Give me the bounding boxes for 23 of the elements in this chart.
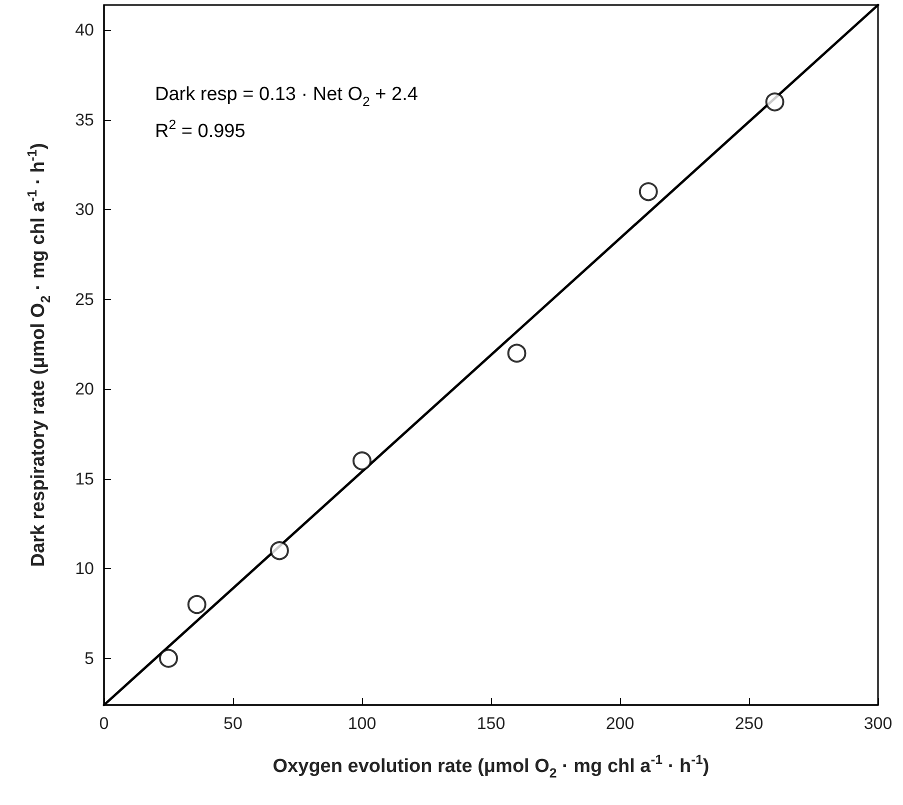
x-tick-label: 50 [224,714,242,733]
point [270,541,289,560]
point [187,594,206,614]
x-tick-label: 300 [864,714,892,733]
y-tick-label: 25 [75,290,94,309]
y-tick-label: 30 [75,200,94,220]
x-tick-label: 250 [734,714,764,733]
point [159,648,178,668]
y-tick-label: 40 [75,20,94,40]
point [638,182,658,202]
y-tick-label: 35 [75,110,94,130]
y-axis-title: Dark respiratory rate (μmol O2 · mg chl a-1 · h-1) [24,143,53,567]
x-tick-label: 150 [476,714,506,733]
x-tick-label: 0 [99,714,109,733]
y-tick-label: 20 [75,380,94,399]
x-tick-label: 200 [606,714,634,733]
point [352,451,372,470]
y-tick-label: 5 [84,648,94,668]
point [507,344,526,363]
x-tick-label: 100 [348,714,376,733]
y-tick-label: 15 [75,469,94,488]
point [765,92,784,112]
y-tick-label: 10 [75,559,94,578]
